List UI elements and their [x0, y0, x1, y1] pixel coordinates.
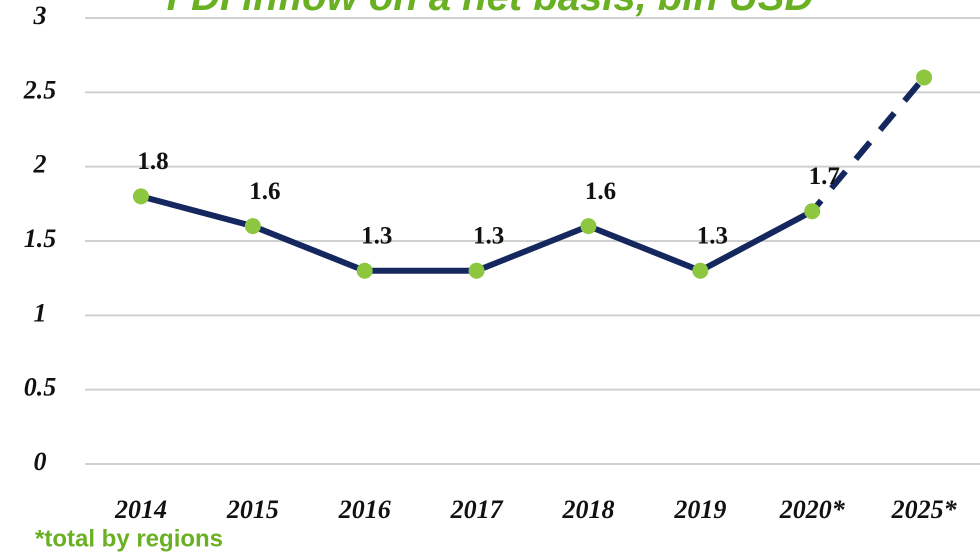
marker [468, 262, 485, 279]
y-tick-label: 0.5 [24, 373, 57, 402]
data-label: 1.6 [249, 178, 280, 205]
projection-line [809, 75, 927, 214]
x-tick-label: 2019 [673, 495, 726, 524]
data-label: 1.3 [697, 222, 728, 249]
data-label: 1.3 [361, 222, 392, 249]
marker [916, 69, 933, 86]
marker [804, 203, 821, 220]
y-tick-label: 3 [33, 1, 47, 30]
marker [580, 218, 597, 235]
x-tick-label: 2017 [450, 495, 504, 524]
x-tick-label: 2015 [226, 495, 279, 524]
marker [692, 262, 709, 279]
y-tick-label: 1 [34, 298, 47, 327]
x-tick-label: 2020* [779, 495, 846, 524]
x-tick-label: 2014 [114, 495, 167, 524]
x-tick-label: 2018 [561, 495, 614, 524]
y-tick-label: 2.5 [23, 75, 57, 104]
x-tick-label: 2025* [891, 495, 958, 524]
y-tick-label: 1.5 [24, 224, 57, 253]
marker [132, 188, 149, 205]
footnote: *total by regions [35, 525, 223, 552]
y-tick-label: 0 [34, 447, 47, 476]
marker [244, 218, 261, 235]
data-label: 1.6 [585, 178, 616, 205]
marker [356, 262, 373, 279]
data-label: 1.7 [809, 163, 840, 190]
data-label: 1.3 [473, 222, 504, 249]
y-tick-label: 2 [33, 150, 47, 179]
x-tick-label: 2016 [338, 495, 391, 524]
data-label: 1.8 [137, 148, 168, 175]
chart-title: FDI inflow on a net basis, bln USD [167, 0, 814, 19]
